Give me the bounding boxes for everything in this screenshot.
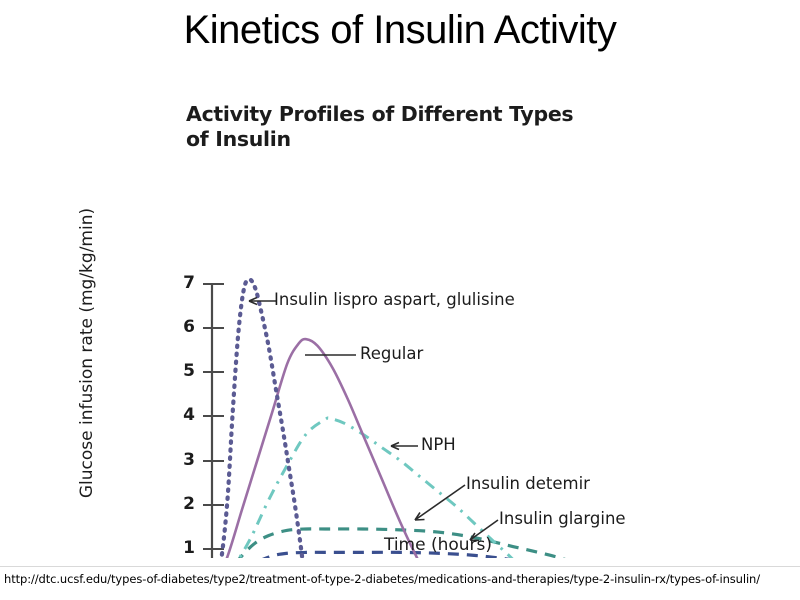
- y-tick-label-7: 7: [183, 273, 195, 293]
- y-tick-label-4: 4: [183, 405, 195, 425]
- y-tick-label-3: 3: [183, 450, 195, 470]
- series-curves: [219, 277, 566, 558]
- leader-arrow-nph: [390, 441, 400, 451]
- series-label-insulin-glargine: Insulin glargine: [499, 509, 626, 528]
- curve-insulin-detemir: [237, 527, 566, 558]
- page-title: Kinetics of Insulin Activity: [183, 8, 617, 52]
- y-tick-label-6: 6: [183, 317, 195, 337]
- y-tick-label-5: 5: [183, 361, 195, 381]
- y-axis-label: Glucose infusion rate (mg/kg/min): [77, 207, 97, 499]
- series-label-insulin-detemir: Insulin detemir: [466, 474, 590, 493]
- series-label-nph: NPH: [421, 435, 456, 454]
- axis-lines: [210, 284, 214, 558]
- chart-title-line-2: of Insulin: [186, 127, 291, 151]
- leader-arrow-detemir: [414, 512, 425, 521]
- series-label-lispro-aspart-glulisine: Insulin lispro aspart, glulisine: [274, 290, 515, 309]
- annotation-leader-lines: [248, 296, 499, 542]
- footer-divider: [0, 566, 800, 567]
- leader-line-glargine: [469, 519, 499, 541]
- curve-insulin-lispro-aspart-glulisine: [219, 277, 305, 558]
- y-tick-label-2: 2: [183, 494, 195, 514]
- y-axis-ticks: [203, 283, 224, 550]
- insulin-activity-figure: Activity Profiles of Different Types of …: [0, 88, 700, 558]
- chart-title-line-1: Activity Profiles of Different Types: [186, 102, 574, 126]
- series-label-regular: Regular: [360, 344, 424, 363]
- curve-regular: [225, 337, 419, 558]
- leader-arrow-lispro: [248, 296, 258, 306]
- curve-nph: [237, 416, 514, 558]
- chart-title: Activity Profiles of Different Types of …: [186, 102, 606, 152]
- leader-line-detemir: [414, 484, 466, 521]
- chart-canvas: [203, 277, 566, 558]
- x-axis-label: Time (hours): [383, 535, 493, 555]
- y-tick-label-1: 1: [183, 538, 195, 558]
- plot-area: 7 6 5 4 3 2 1 0 3 6 9 12 15 18 21 24 Glu…: [0, 88, 700, 558]
- curve-insulin-glargine: [261, 550, 512, 558]
- source-url: http://dtc.ucsf.edu/types-of-diabetes/ty…: [4, 572, 761, 586]
- leader-arrow-glargine: [469, 532, 480, 542]
